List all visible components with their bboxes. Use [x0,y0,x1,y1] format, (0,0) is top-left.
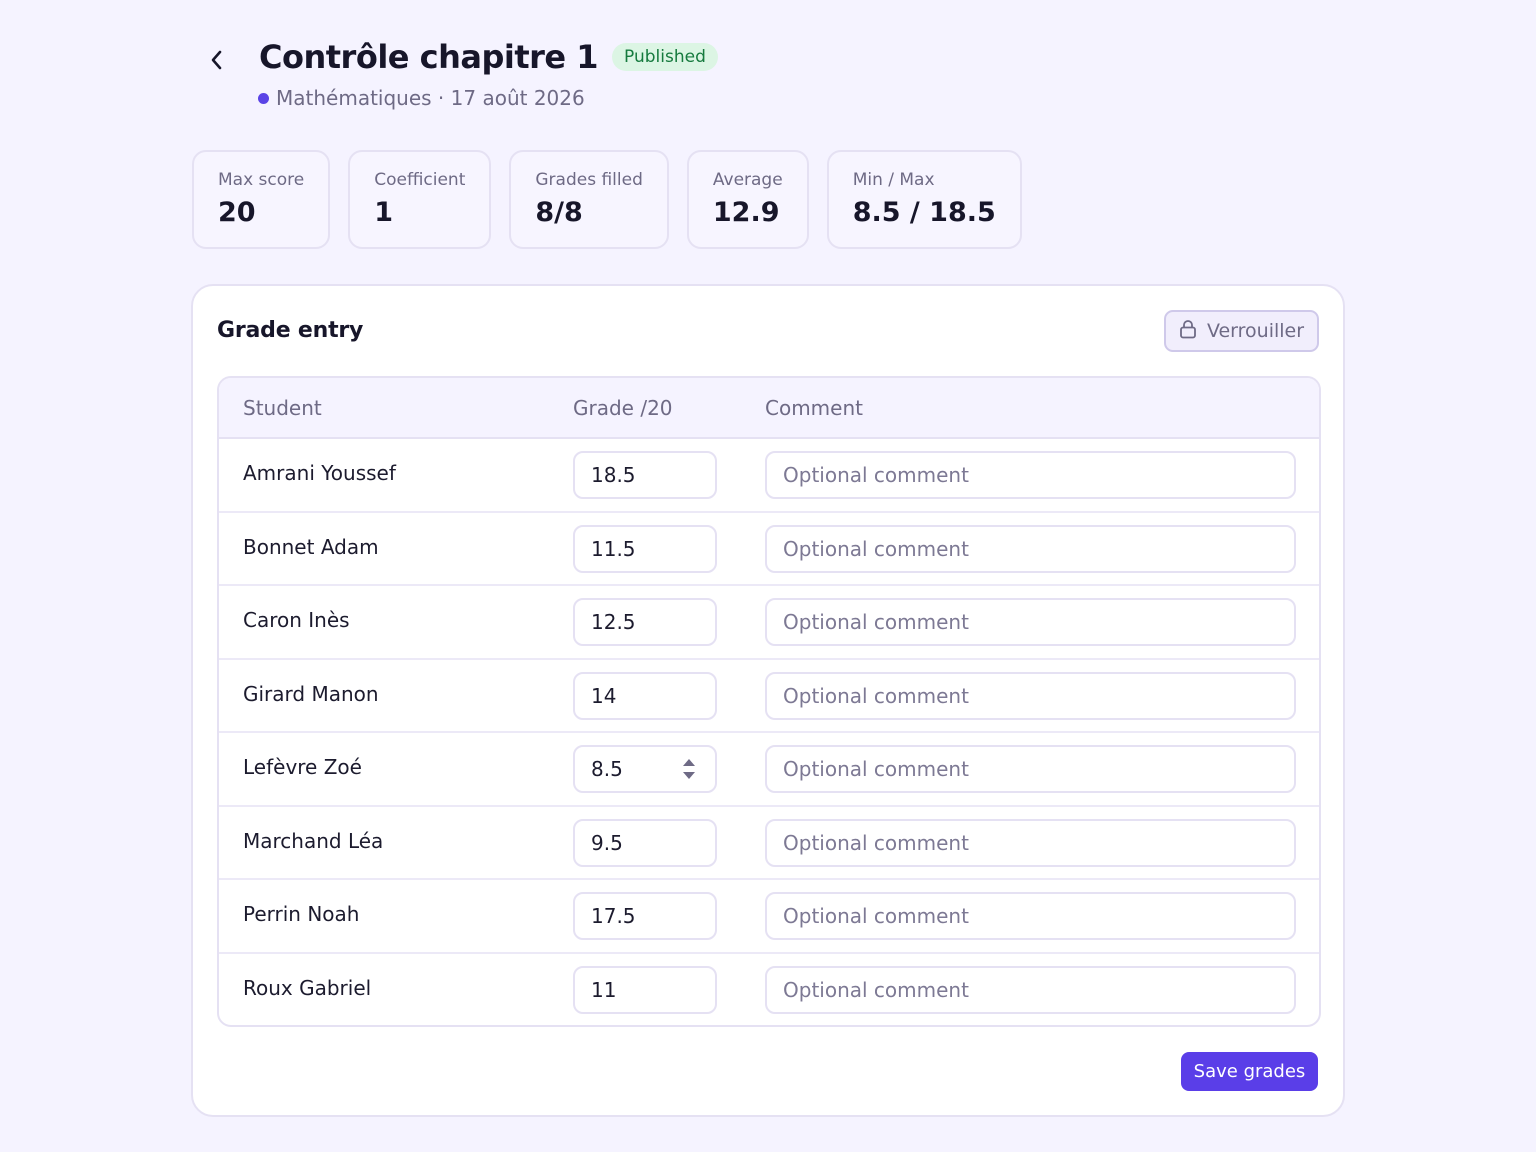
stat-coefficient: Coefficient 1 [348,150,492,249]
comment-input[interactable] [765,671,1296,720]
comment-input[interactable] [765,451,1296,499]
chevron-left-icon [209,49,223,75]
student-name: Marchand Léa [243,828,384,853]
comment-input[interactable] [765,818,1296,867]
comment-input[interactable] [765,892,1296,940]
column-header-grade: Grade /20 [573,396,673,420]
stat-max-score: Max score 20 [192,150,331,249]
stat-value: 12.9 [712,197,780,228]
stat-average: Average 12.9 [686,150,809,249]
grade-input[interactable] [573,892,717,940]
stat-value: 1 [374,197,394,228]
comment-input[interactable] [765,745,1296,793]
student-name: Girard Manon [243,681,379,706]
subject-line: Mathématiques · 17 août 2026 [258,86,585,110]
stat-value: 20 [218,197,256,228]
lock-button-label: Verrouiller [1206,320,1305,342]
subject-date: Mathématiques · 17 août 2026 [276,86,585,110]
table-row: Girard Manon [219,660,1319,733]
stats-row: Max score 20 Coefficient 1 Grades filled… [192,150,1022,249]
grade-input[interactable] [573,524,717,573]
grade-input[interactable] [573,965,717,1014]
student-name: Amrani Youssef [243,461,396,485]
column-header-student: Student [243,396,322,420]
title-row: Contrôle chapitre 1 Published [259,38,718,76]
grade-input[interactable] [573,745,717,793]
stat-value: 8/8 [535,197,583,228]
stat-label: Max score [218,170,305,190]
grade-input[interactable] [573,451,717,499]
table-row: Lefèvre Zoé [219,733,1319,807]
subject-color-dot [258,92,269,104]
grade-entry-card: Grade entry Verrouiller Student Grade /2… [191,284,1345,1117]
stat-grades-filled: Grades filled 8/8 [509,150,669,249]
student-name: Perrin Noah [243,902,360,926]
table-row: Caron Inès [219,586,1319,660]
student-name: Bonnet Adam [243,534,379,559]
status-badge: Published [612,43,718,71]
stat-min-max: Min / Max 8.5 / 18.5 [826,150,1022,249]
stat-value: 8.5 / 18.5 [852,197,996,228]
student-name: Caron Inès [243,608,350,632]
lock-button[interactable]: Verrouiller [1164,310,1319,352]
comment-input[interactable] [765,598,1296,646]
save-grades-button[interactable]: Save grades [1181,1052,1318,1091]
comment-input[interactable] [765,965,1296,1014]
table-row: Perrin Noah [219,880,1319,954]
stat-label: Min / Max [852,170,935,190]
table-row: Marchand Léa [219,807,1319,880]
grades-table: Student Grade /20 Comment Amrani Youssef… [217,376,1321,1027]
table-row: Bonnet Adam [219,513,1319,586]
table-row: Roux Gabriel [219,954,1319,1026]
column-header-comment: Comment [765,396,863,420]
grade-input[interactable] [573,671,717,720]
grade-input[interactable] [573,818,717,867]
student-name: Lefèvre Zoé [243,755,362,779]
page-title: Contrôle chapitre 1 [259,38,599,76]
back-button[interactable] [200,46,232,78]
stat-label: Average [712,170,783,190]
lock-icon [1179,319,1197,344]
table-header: Student Grade /20 Comment [219,378,1319,439]
stat-label: Grades filled [535,170,643,190]
student-name: Roux Gabriel [243,975,372,1000]
comment-input[interactable] [765,524,1296,573]
stat-label: Coefficient [374,170,466,190]
grade-input[interactable] [573,598,717,646]
card-title: Grade entry [217,318,364,343]
table-row: Amrani Youssef [219,439,1319,513]
